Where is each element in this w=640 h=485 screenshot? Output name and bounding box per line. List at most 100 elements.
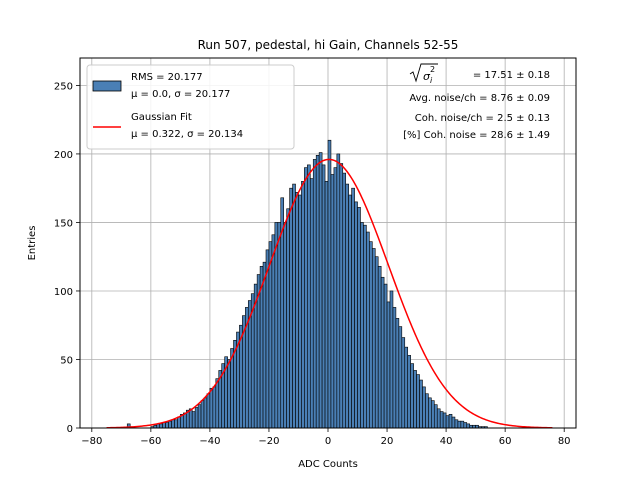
histogram-bar	[345, 183, 349, 429]
histogram-bar	[200, 400, 205, 429]
histogram-bar	[351, 187, 355, 429]
histogram-bar	[165, 422, 169, 429]
histogram-bar	[369, 241, 373, 429]
y-tick-label: 150	[54, 218, 73, 229]
x-tick-label: −20	[258, 436, 279, 447]
histogram-bar	[327, 139, 332, 429]
histogram-bar	[445, 415, 450, 429]
histogram-bar	[416, 374, 420, 429]
legend-box	[86, 64, 295, 150]
histogram-bar	[389, 290, 394, 429]
x-tick-label: 60	[499, 436, 512, 447]
legend: RMS = 20.177 μ = 0.0, σ = 20.177 Gaussia…	[86, 64, 295, 150]
histogram-bar	[206, 393, 211, 429]
histogram-bar	[422, 386, 426, 429]
histogram-bar	[191, 411, 196, 429]
histogram-bar	[371, 248, 376, 429]
histogram-bar	[194, 407, 199, 429]
chart-title: Run 507, pedestal, hi Gain, Channels 52-…	[198, 38, 459, 52]
x-tick-label: 0	[325, 436, 331, 447]
histogram-bar	[439, 411, 444, 429]
histogram-bar	[460, 420, 465, 429]
sigma-symbol: σ 2 i	[409, 63, 438, 85]
gaussian-fit-line	[106, 158, 553, 429]
coh-noise-text: Coh. noise/ch = 2.5 ± 0.13	[415, 113, 550, 124]
histogram-bar	[377, 265, 382, 429]
y-tick-label: 200	[54, 150, 73, 161]
histogram-bar	[162, 422, 166, 429]
legend-fit-stats: μ = 0.322, σ = 20.134	[131, 129, 243, 140]
histogram-bar	[357, 207, 361, 429]
y-axis-ticks: 0 50 100 150 200 250	[54, 81, 80, 435]
histogram-bar	[159, 423, 163, 429]
histogram-bar	[366, 231, 370, 429]
histogram-bar	[174, 419, 178, 429]
histogram-bar	[407, 355, 411, 429]
histogram-bar	[333, 167, 338, 429]
histogram-bar	[431, 400, 435, 429]
svg-text:i: i	[430, 76, 433, 85]
histogram-bar	[360, 222, 364, 429]
histogram-bar	[283, 222, 287, 429]
histogram-bar	[410, 363, 414, 429]
x-tick-label: −40	[199, 436, 220, 447]
histogram-bar	[203, 397, 208, 429]
histogram-bar	[436, 408, 441, 429]
histogram-bar	[227, 359, 231, 429]
histogram-bar	[395, 318, 400, 429]
histogram-bar	[348, 194, 352, 429]
histogram-bar	[392, 307, 397, 429]
x-axis-ticks: −80 −60 −40 −20 0 20 40 60 80	[81, 428, 571, 447]
histogram-bar	[298, 194, 302, 429]
x-axis-label: ADC Counts	[298, 459, 358, 470]
histogram-bar	[321, 164, 326, 429]
histogram-bar	[425, 393, 429, 429]
histogram-bar	[168, 420, 172, 429]
histogram-bar	[215, 378, 220, 429]
histogram-bar	[177, 416, 181, 429]
histogram-bar	[442, 412, 447, 429]
histogram-bar	[398, 326, 403, 429]
histogram-bar	[309, 178, 314, 429]
histogram-bar	[292, 183, 296, 429]
histogram-bar	[380, 276, 385, 429]
x-tick-label: −80	[81, 436, 102, 447]
histogram-bar	[304, 167, 308, 429]
histogram-bar	[277, 222, 282, 429]
histogram-bar	[295, 191, 299, 429]
legend-rms-stats: μ = 0.0, σ = 20.177	[131, 89, 230, 100]
histogram-bar	[433, 404, 438, 429]
x-tick-label: 40	[440, 436, 453, 447]
x-tick-label: 20	[381, 436, 394, 447]
coh-noise-percent-text: [%] Coh. noise = 28.6 ± 1.49	[403, 130, 550, 141]
y-tick-label: 250	[54, 81, 73, 92]
histogram-bar	[374, 256, 379, 429]
histogram-bar	[312, 159, 317, 429]
histogram-bar	[339, 163, 344, 429]
histogram-bar	[336, 153, 341, 429]
y-tick-label: 100	[54, 287, 73, 298]
histogram-bar	[271, 234, 276, 429]
y-tick-label: 50	[60, 355, 73, 366]
histogram-bar	[197, 404, 202, 429]
svg-text:2: 2	[430, 65, 435, 74]
histogram-bar	[448, 413, 453, 429]
histogram-bar	[212, 386, 217, 429]
histogram-bar	[466, 423, 471, 429]
legend-rms-patch	[92, 80, 122, 92]
avg-noise-text: Avg. noise/ch = 8.76 ± 0.09	[409, 93, 550, 104]
histogram-bar	[324, 181, 329, 429]
legend-rms-label: RMS = 20.177	[131, 72, 203, 83]
histogram-bar	[383, 283, 388, 429]
histogram-bar	[457, 420, 462, 429]
histogram-bar	[342, 172, 347, 429]
x-tick-label: 80	[558, 436, 571, 447]
histogram-bar	[274, 222, 279, 429]
histogram-bar	[315, 154, 320, 429]
histogram-bar	[451, 416, 456, 429]
histogram-bar	[419, 379, 423, 429]
histogram-bar	[428, 397, 432, 429]
histogram-bar	[354, 201, 358, 429]
y-axis-label: Entries	[27, 226, 38, 261]
